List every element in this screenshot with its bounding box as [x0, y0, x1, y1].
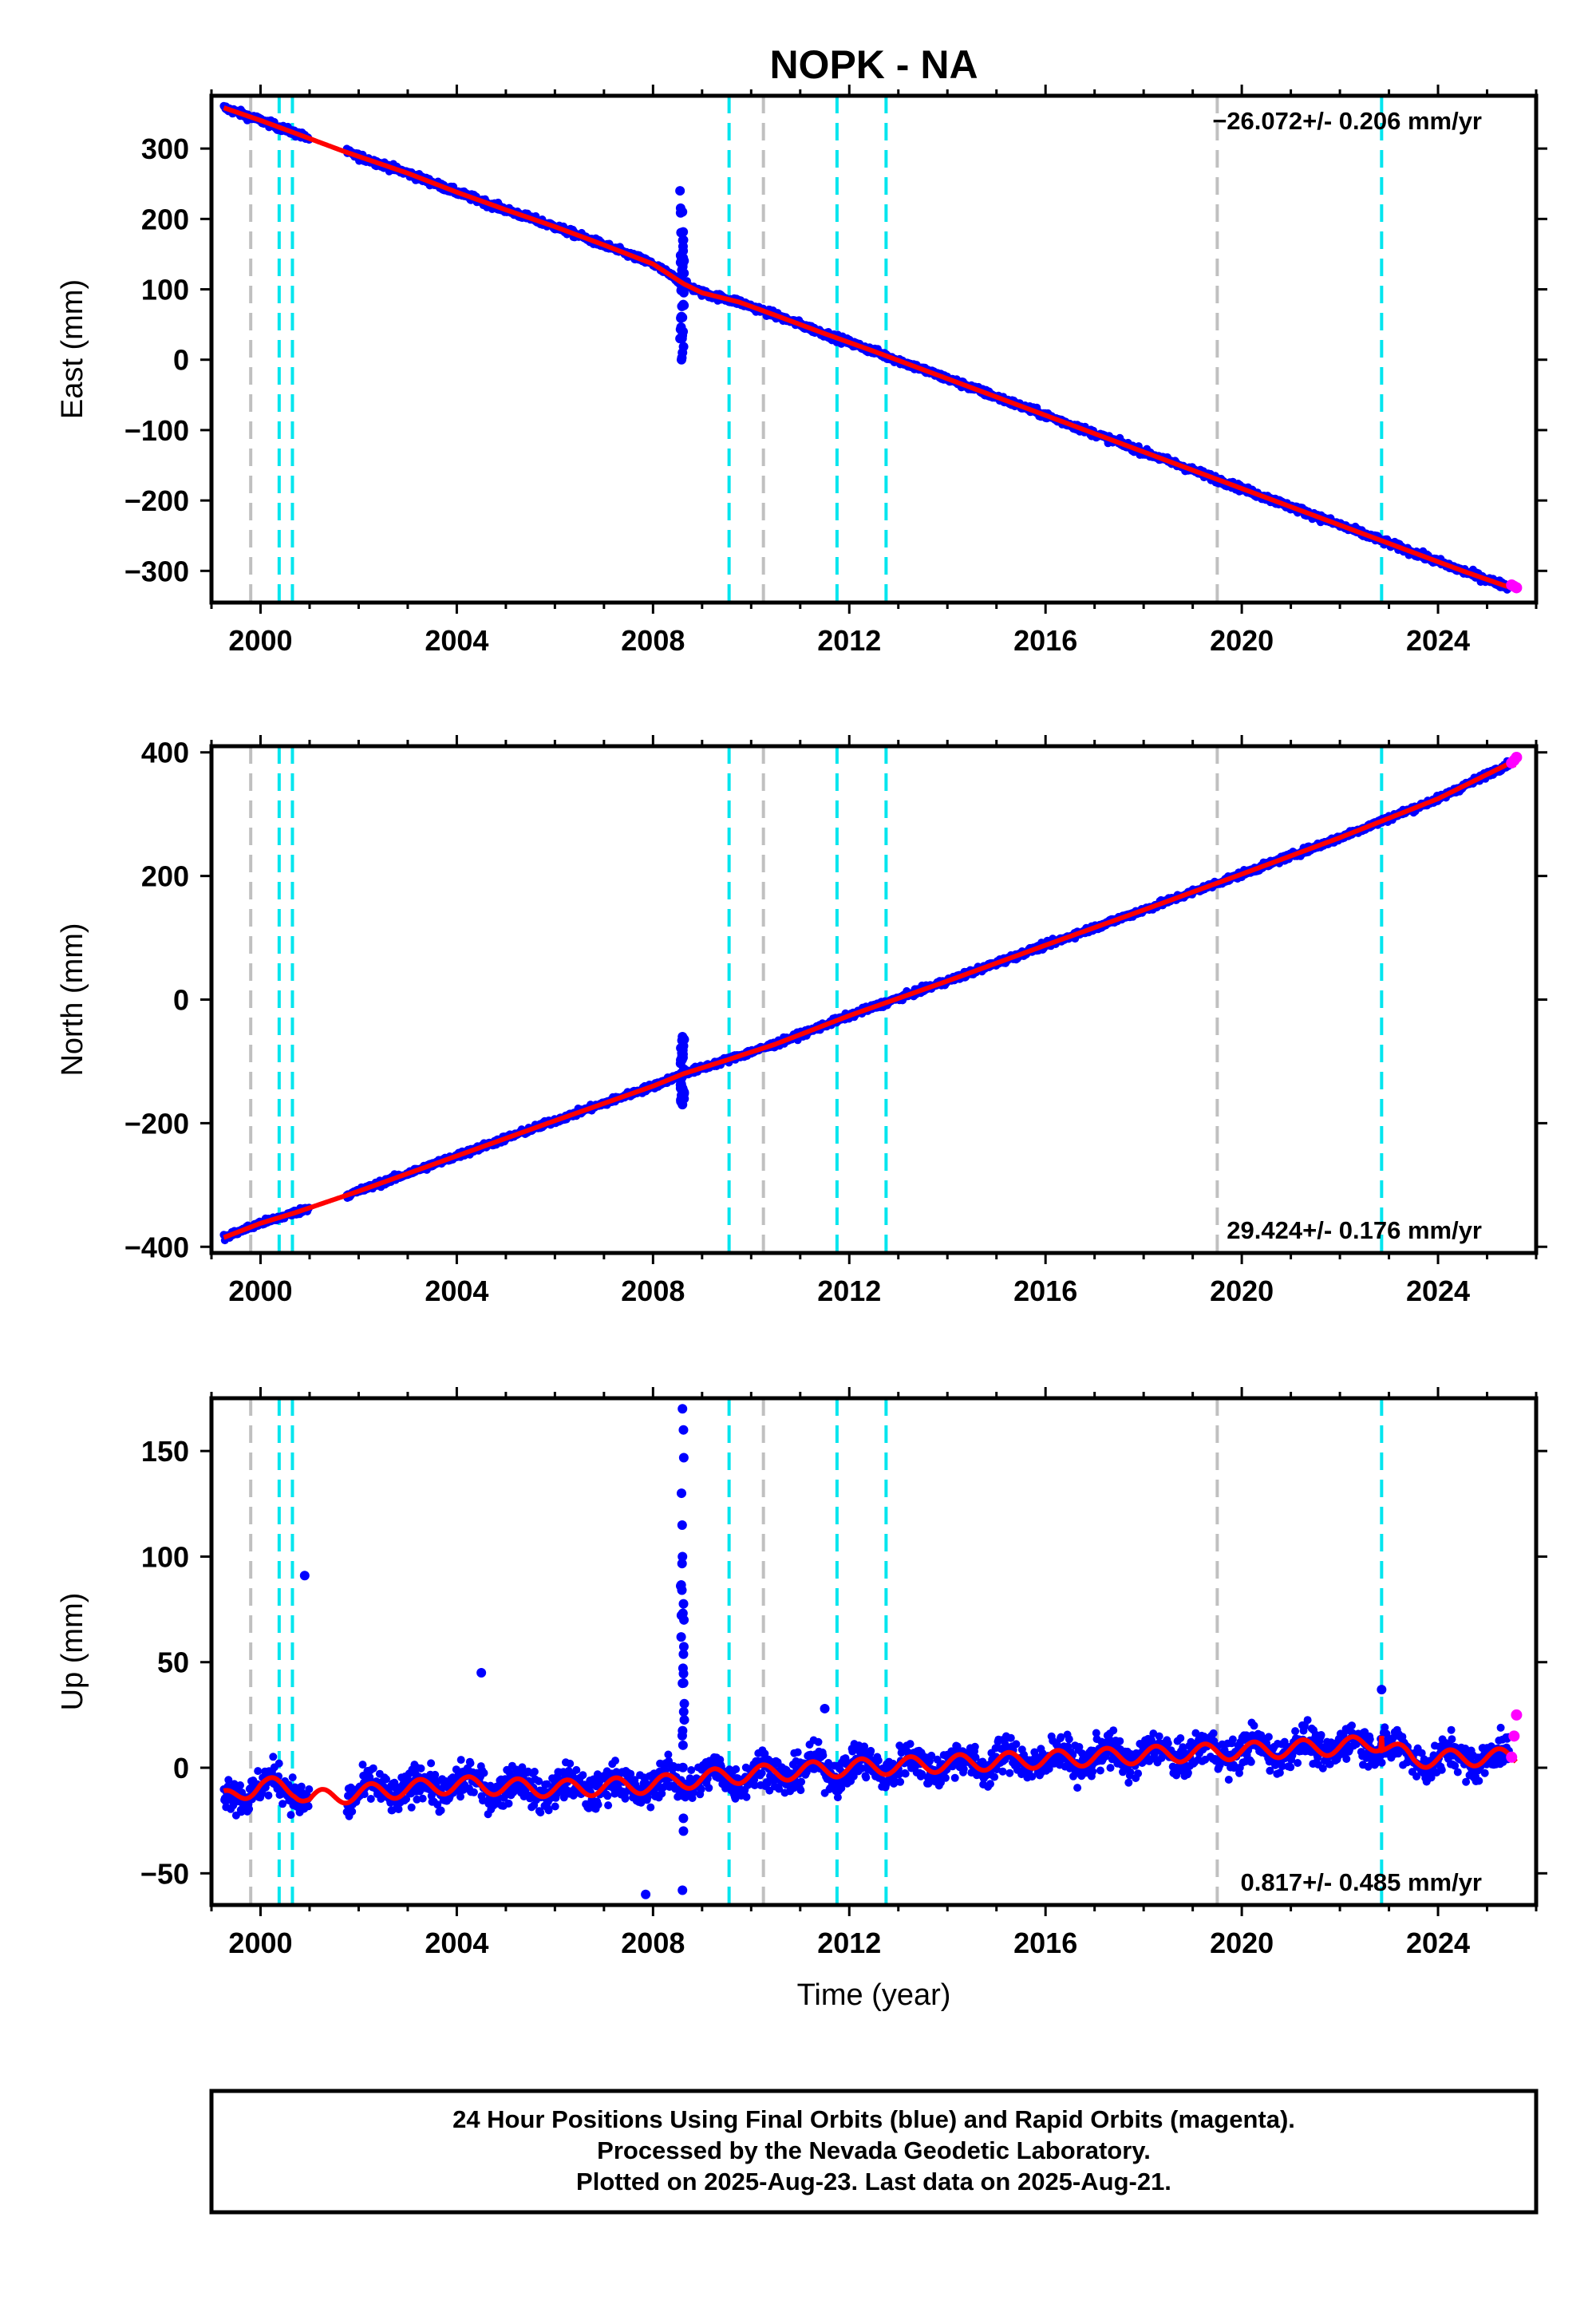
y-tick-label: −100	[124, 414, 189, 447]
y-tick-label: 400	[141, 737, 189, 769]
data-point	[288, 1773, 297, 1782]
outlier-point	[678, 1090, 688, 1101]
outlier-point	[675, 186, 685, 196]
data-point	[254, 1767, 263, 1776]
panel-frame	[209, 93, 1539, 605]
plot-area-north	[219, 746, 1523, 1253]
data-point	[431, 1770, 440, 1779]
data-point	[297, 1782, 306, 1791]
data-point	[304, 1802, 313, 1811]
x-tick-label: 2004	[425, 624, 488, 657]
data-point	[433, 1800, 442, 1809]
data-point	[407, 1803, 416, 1812]
y-tick-label: 200	[141, 203, 189, 235]
rapid-orbit-point	[1511, 582, 1523, 594]
data-point	[264, 1791, 273, 1800]
model-fit-line	[223, 762, 1516, 1240]
data-point	[348, 1807, 357, 1816]
y-tick-label: −400	[124, 1231, 189, 1263]
y-tick-label: 0	[173, 344, 189, 377]
y-tick-label: 100	[141, 274, 189, 306]
data-point	[456, 1792, 464, 1801]
y-tick-label: −200	[124, 484, 189, 517]
y-tick-label: −200	[124, 1107, 189, 1140]
data-point	[504, 1799, 513, 1808]
data-point	[236, 1781, 244, 1789]
y-tick-label: 200	[141, 860, 189, 893]
figure-title: NOPK - NA	[769, 42, 978, 87]
outlier-point	[677, 267, 687, 278]
rate-annotation: 29.424+/- 0.176 mm/yr	[1227, 1216, 1482, 1244]
x-tick-label: 2024	[1406, 1275, 1470, 1307]
panel-east: −300 −200 −100 0 100 200 300 2000 2004 2008 2012 20…	[56, 85, 1547, 657]
x-tick-label: 2012	[817, 624, 881, 657]
x-tick-label: 2008	[621, 1275, 685, 1307]
data-point	[469, 1788, 478, 1796]
data-point	[275, 1759, 283, 1768]
data-point	[402, 1795, 411, 1804]
x-tick-label: 2020	[1210, 624, 1274, 657]
data-point	[279, 1800, 287, 1808]
x-tick-label: 2024	[1406, 624, 1470, 657]
data-point	[479, 1796, 487, 1805]
data-point	[245, 1804, 254, 1813]
outlier-point	[678, 342, 689, 352]
outlier-point	[677, 1048, 687, 1058]
data-point	[437, 1806, 445, 1815]
data-point	[269, 1753, 278, 1761]
outlier-point	[677, 255, 687, 265]
outlier-point	[675, 203, 685, 213]
data-point	[305, 1785, 314, 1793]
y-axis-label: East (mm)	[56, 279, 89, 419]
x-tick-label: 2000	[228, 1275, 292, 1307]
y-tick-label: −300	[124, 555, 189, 587]
rate-annotation: −26.072+/- 0.206 mm/yr	[1212, 107, 1482, 135]
rapid-orbit-point	[1511, 751, 1523, 763]
outlier-point	[675, 324, 685, 334]
data-point	[358, 1761, 367, 1769]
data-point	[286, 1811, 295, 1820]
data-point	[366, 1795, 375, 1803]
x-tick-label: 2016	[1013, 1275, 1077, 1307]
data-point	[394, 1805, 403, 1813]
y-tick-label: 0	[173, 984, 189, 1017]
data-point	[417, 1764, 425, 1773]
y-tick-label: 300	[141, 132, 189, 165]
plot-area-east	[219, 96, 1523, 603]
outlier-point	[678, 1034, 689, 1044]
data-point	[466, 1759, 475, 1768]
x-tick-label: 2000	[228, 624, 292, 657]
data-point	[369, 1764, 377, 1773]
data-point	[427, 1759, 436, 1768]
outlier-point	[678, 299, 689, 310]
panel-north: −400 −200 0 200 400 2000 2004 2008 2012 2016 2020 2…	[56, 735, 1547, 1307]
x-tick-label: 2004	[425, 1275, 488, 1307]
outlier-point	[677, 353, 687, 363]
model-fit-line	[223, 105, 1516, 589]
outlier-point	[678, 235, 688, 246]
data-point	[382, 1775, 390, 1784]
outlier-point	[678, 227, 689, 237]
x-tick-label: 2020	[1210, 1275, 1274, 1307]
outlier-point	[676, 312, 686, 322]
y-axis-label: North (mm)	[56, 923, 89, 1076]
final-orbit-points	[219, 1404, 1513, 1899]
data-point	[418, 1794, 427, 1803]
x-tick-label: 2016	[1013, 624, 1077, 657]
x-tick-label: 2012	[817, 1275, 881, 1307]
data-point	[224, 1776, 233, 1784]
data-point	[480, 1769, 488, 1777]
x-tick-label: 2008	[621, 624, 685, 657]
plot-area-up	[219, 1398, 1523, 1905]
data-point	[456, 1756, 465, 1765]
